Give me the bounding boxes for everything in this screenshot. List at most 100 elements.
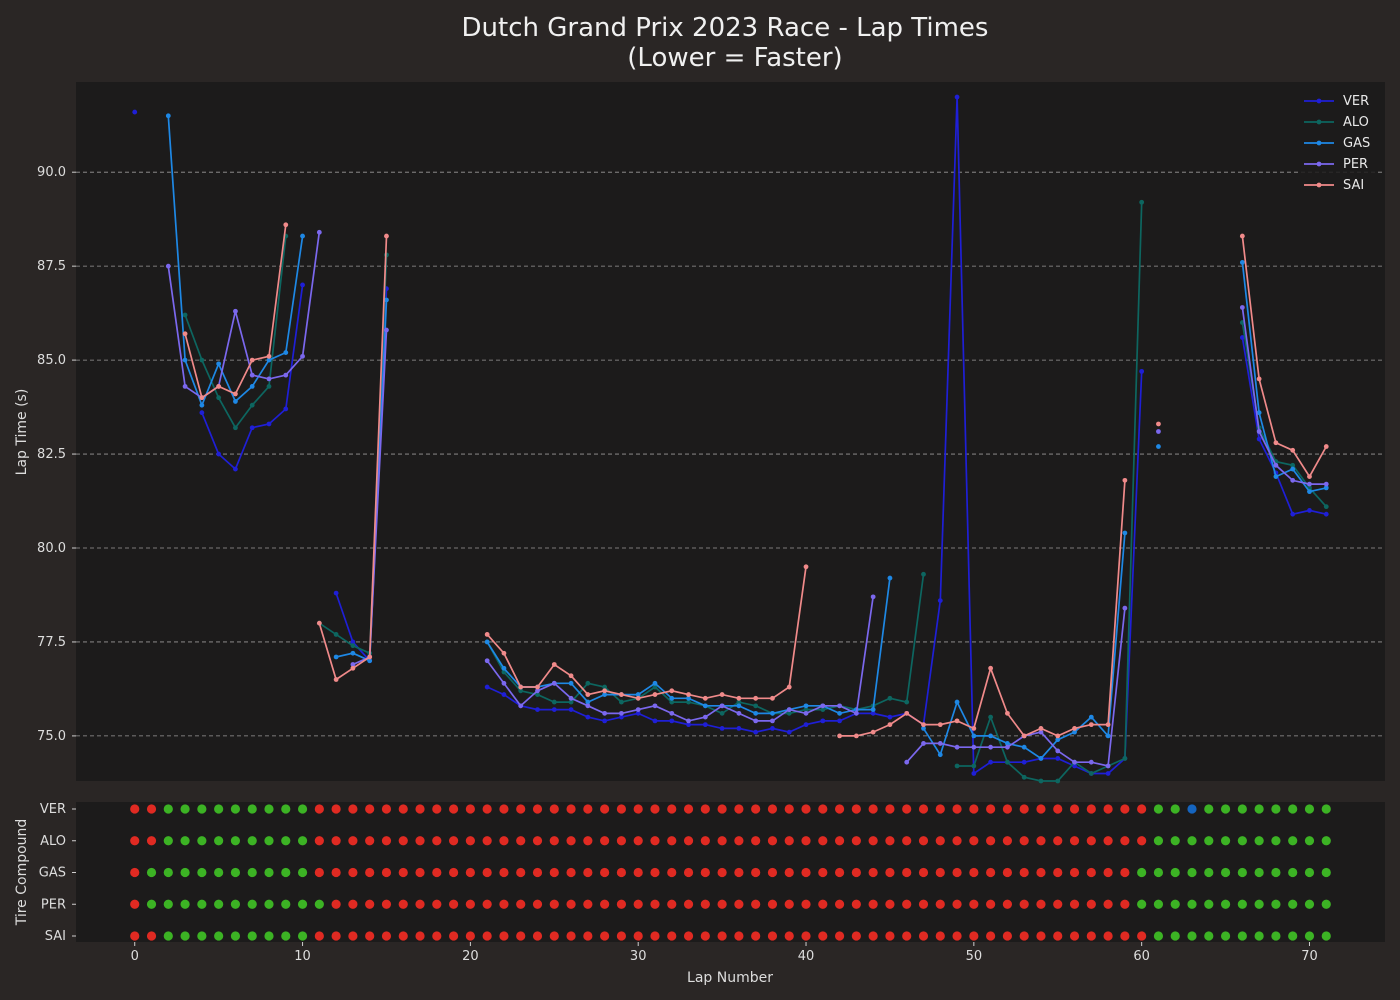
lap-point-gas [921,725,926,731]
tire-dot [902,899,912,909]
tire-driver-labels: VER ALO GAS PER SAI [39,802,76,944]
tire-dot [717,867,727,878]
tire-dot [1036,836,1046,846]
tire-dot [264,867,274,878]
tire-row-per [130,899,1331,909]
tire-dot [180,931,190,941]
lap-point-gas [770,710,775,716]
lap-point-ver [753,729,759,735]
lap-point-ver [652,718,658,724]
lap-point-ver [1256,436,1262,442]
tire-dot [818,836,828,846]
lap-point-per [753,718,759,724]
lap-point-per [484,658,490,664]
tire-dot [851,836,861,846]
lap-point-per [1005,744,1010,750]
tire-dot [1120,804,1130,814]
tire-dot [1321,836,1331,846]
lap-point-alo [216,395,222,401]
lap-point-gas [635,692,641,697]
lap-point-per [568,695,574,701]
lap-point-gas [1021,744,1027,750]
tire-dot [549,931,559,941]
tire-row-gas [130,867,1331,878]
tire-dot [348,804,358,814]
lap-point-gas [702,703,708,709]
tire-dot [566,836,576,846]
tire-dot [1204,931,1214,941]
tire-dot [1103,836,1113,846]
tire-dot [784,836,794,846]
x-tick-label: 0 [131,949,139,964]
lap-point-per [870,594,876,600]
lap-point-gas [199,402,205,408]
lap-point-ver [1307,508,1312,513]
lap-point-gas [300,233,305,239]
tire-dot [1137,899,1147,909]
tire-dot [700,899,710,909]
tire-dot [398,899,408,909]
x-tick-label: 10 [294,949,311,964]
tire-dot [700,836,710,846]
lap-point-per [937,741,943,746]
tire-dot [1019,867,1029,878]
lap-point-per [971,744,977,750]
lap-point-per [1307,481,1312,487]
tire-dot [767,867,778,878]
tire-dot [1271,836,1281,846]
lap-point-per [669,710,675,716]
lap-point-per [770,718,775,724]
lap-point-sai [971,725,977,731]
tire-dot [902,804,912,814]
tire-dot [331,899,341,909]
tire-dot [1170,867,1180,878]
lap-point-per [1323,481,1329,487]
tire-dot [214,899,224,909]
tire-dot [700,867,710,878]
tire-dot [952,899,962,909]
tire-dot [583,836,593,846]
tire-dot [1288,931,1298,941]
x-tick-label: 20 [462,949,479,964]
tire-dot [566,899,576,909]
lap-point-ver [786,729,792,735]
tire-dot [331,804,341,814]
lap-point-gas [384,297,389,303]
tire-dot [482,804,492,814]
tire-dot [314,899,324,909]
lap-point-sai [988,665,994,671]
tire-dot [1053,931,1063,941]
x-tick-label: 50 [966,949,983,964]
tire-dot [918,804,929,814]
tire-dot [717,899,727,909]
tire-dot [1069,804,1080,814]
legend-label: VER [1343,94,1369,109]
tire-dot [801,836,811,846]
tire-dot [1086,931,1096,941]
lap-point-gas [1055,737,1061,743]
lap-point-alo [887,695,893,701]
lap-point-per [921,741,926,746]
tire-dot [163,899,173,909]
lap-point-ver [1139,368,1145,374]
lap-point-per [1273,462,1279,468]
lap-point-per [384,327,389,333]
lap-point-sai [1239,233,1245,239]
lap-point-per [585,703,591,709]
legend-label: SAI [1343,178,1364,193]
lap-point-ver [1105,771,1111,776]
tire-driver-label: SAI [45,929,66,944]
tire-dot [717,804,727,814]
tire-dot [1220,899,1231,909]
tire-dot [398,836,408,846]
tire-dot [1036,867,1046,878]
tire-dot [767,804,778,814]
lap-point-per [736,710,742,716]
lap-point-sai [333,677,339,682]
tire-dot [465,867,475,878]
tire-dot [751,867,761,878]
lap-point-ver [803,722,809,728]
tire-dot [1187,804,1197,814]
tire-dot [583,804,593,814]
tire-dot [1271,899,1281,909]
